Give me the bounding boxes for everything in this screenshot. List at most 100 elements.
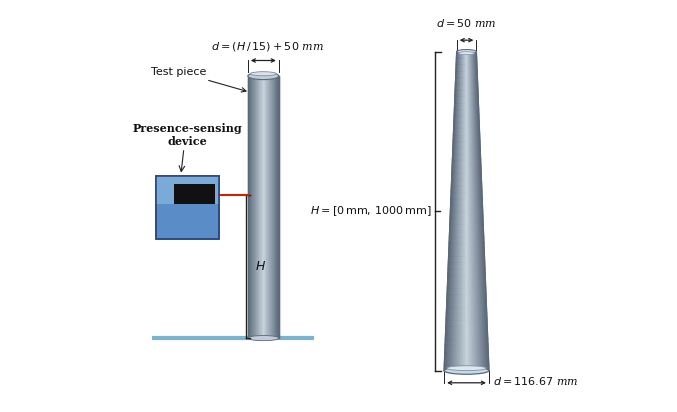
Polygon shape: [473, 262, 474, 269]
Polygon shape: [470, 224, 471, 230]
Polygon shape: [460, 243, 461, 249]
Polygon shape: [477, 122, 479, 128]
Polygon shape: [446, 358, 447, 364]
Polygon shape: [467, 115, 468, 122]
Polygon shape: [471, 288, 472, 294]
Polygon shape: [461, 326, 462, 332]
Polygon shape: [475, 351, 477, 358]
Polygon shape: [454, 236, 455, 243]
Polygon shape: [452, 364, 454, 371]
Polygon shape: [458, 307, 460, 313]
Polygon shape: [482, 294, 483, 300]
Polygon shape: [450, 224, 451, 230]
Polygon shape: [461, 218, 462, 224]
Polygon shape: [456, 351, 458, 358]
Polygon shape: [475, 52, 476, 58]
Polygon shape: [464, 224, 465, 230]
Polygon shape: [466, 243, 468, 249]
Polygon shape: [471, 185, 472, 192]
Polygon shape: [469, 275, 471, 281]
Polygon shape: [466, 134, 467, 141]
Polygon shape: [469, 122, 470, 128]
Polygon shape: [450, 339, 451, 345]
Polygon shape: [475, 109, 477, 115]
Polygon shape: [482, 249, 483, 256]
Polygon shape: [468, 160, 469, 166]
Polygon shape: [463, 141, 464, 147]
Polygon shape: [455, 134, 456, 141]
Polygon shape: [454, 230, 456, 236]
Polygon shape: [468, 249, 469, 256]
Polygon shape: [482, 256, 483, 262]
Polygon shape: [458, 243, 460, 249]
Polygon shape: [452, 307, 454, 313]
Polygon shape: [480, 236, 481, 243]
Polygon shape: [473, 224, 475, 230]
Polygon shape: [457, 300, 459, 307]
Polygon shape: [472, 230, 473, 236]
Polygon shape: [459, 345, 461, 351]
Bar: [254, 76, 255, 338]
Polygon shape: [480, 230, 481, 236]
Polygon shape: [479, 185, 481, 192]
Polygon shape: [469, 288, 471, 294]
Polygon shape: [474, 71, 475, 77]
Polygon shape: [467, 154, 468, 160]
Polygon shape: [464, 147, 466, 154]
Polygon shape: [466, 358, 468, 364]
Polygon shape: [473, 90, 474, 96]
Polygon shape: [458, 262, 459, 269]
Text: $H = [0\,\mathrm{mm},\,1000\,\mathrm{mm}]$: $H = [0\,\mathrm{mm},\,1000\,\mathrm{mm}…: [309, 204, 431, 218]
Polygon shape: [456, 339, 458, 345]
Polygon shape: [457, 109, 458, 115]
Bar: [175, 184, 215, 204]
Polygon shape: [474, 345, 475, 351]
Polygon shape: [456, 96, 458, 103]
Polygon shape: [481, 351, 483, 358]
Ellipse shape: [248, 72, 279, 80]
Polygon shape: [462, 224, 463, 230]
Polygon shape: [462, 71, 463, 77]
Polygon shape: [452, 224, 454, 230]
Bar: [255, 76, 256, 338]
Polygon shape: [468, 205, 470, 211]
Polygon shape: [472, 185, 473, 192]
Polygon shape: [475, 294, 477, 300]
Polygon shape: [459, 351, 461, 358]
Polygon shape: [481, 243, 482, 249]
Polygon shape: [476, 166, 477, 173]
Polygon shape: [470, 185, 471, 192]
Polygon shape: [479, 134, 480, 141]
Polygon shape: [445, 345, 447, 351]
Polygon shape: [475, 198, 476, 205]
Polygon shape: [461, 288, 462, 294]
Polygon shape: [450, 269, 452, 275]
Polygon shape: [486, 332, 487, 339]
Polygon shape: [469, 351, 471, 358]
Polygon shape: [462, 185, 464, 192]
Polygon shape: [472, 128, 473, 134]
Polygon shape: [463, 115, 464, 122]
Polygon shape: [460, 281, 462, 288]
Polygon shape: [460, 109, 461, 115]
Polygon shape: [458, 71, 460, 77]
Polygon shape: [457, 249, 458, 256]
Bar: [257, 76, 258, 338]
Polygon shape: [478, 166, 479, 173]
Polygon shape: [461, 147, 462, 154]
Polygon shape: [468, 90, 470, 96]
Polygon shape: [473, 281, 474, 288]
Polygon shape: [476, 64, 477, 71]
Polygon shape: [464, 122, 465, 128]
Polygon shape: [469, 173, 471, 179]
Polygon shape: [455, 160, 456, 166]
Bar: [260, 76, 261, 338]
Polygon shape: [482, 288, 483, 294]
Polygon shape: [456, 71, 457, 77]
Polygon shape: [461, 84, 462, 90]
Polygon shape: [464, 192, 466, 198]
Polygon shape: [448, 332, 450, 339]
Polygon shape: [448, 326, 450, 332]
Polygon shape: [457, 128, 458, 134]
Polygon shape: [484, 288, 486, 294]
